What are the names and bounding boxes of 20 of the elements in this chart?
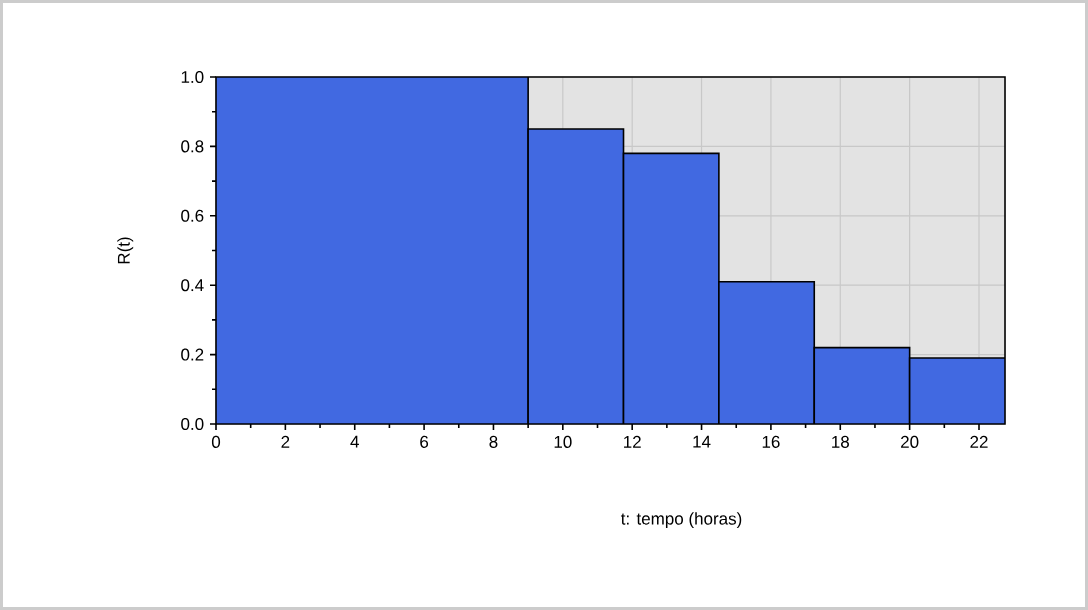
y-tick-label: 0.4 <box>181 279 204 292</box>
x-axis-title: t: tempo (horas) <box>620 512 742 529</box>
x-tick-label: 6 <box>420 435 429 448</box>
y-tick-label: 0.6 <box>181 209 204 222</box>
x-tick-label: 18 <box>832 435 849 448</box>
x-tick-label: 22 <box>970 435 988 448</box>
x-tick-label: 4 <box>350 435 359 448</box>
x-tick-label: 10 <box>554 435 572 448</box>
y-tick-label: 1.0 <box>181 70 204 84</box>
y-tick-label: 0.8 <box>181 140 204 153</box>
x-tick-label: 16 <box>762 435 780 448</box>
x-tick-label: 0 <box>211 435 221 448</box>
x-tick-label: 14 <box>693 435 711 448</box>
x-tick-label: 8 <box>489 435 498 448</box>
x-tick-label: 2 <box>281 435 290 448</box>
x-tick-label: 20 <box>901 435 919 448</box>
y-axis-title: R(t) <box>117 237 134 264</box>
x-tick-label: 12 <box>624 435 641 448</box>
y-tick-label: 0.0 <box>181 417 204 431</box>
y-tick-label: 0.2 <box>181 348 204 361</box>
